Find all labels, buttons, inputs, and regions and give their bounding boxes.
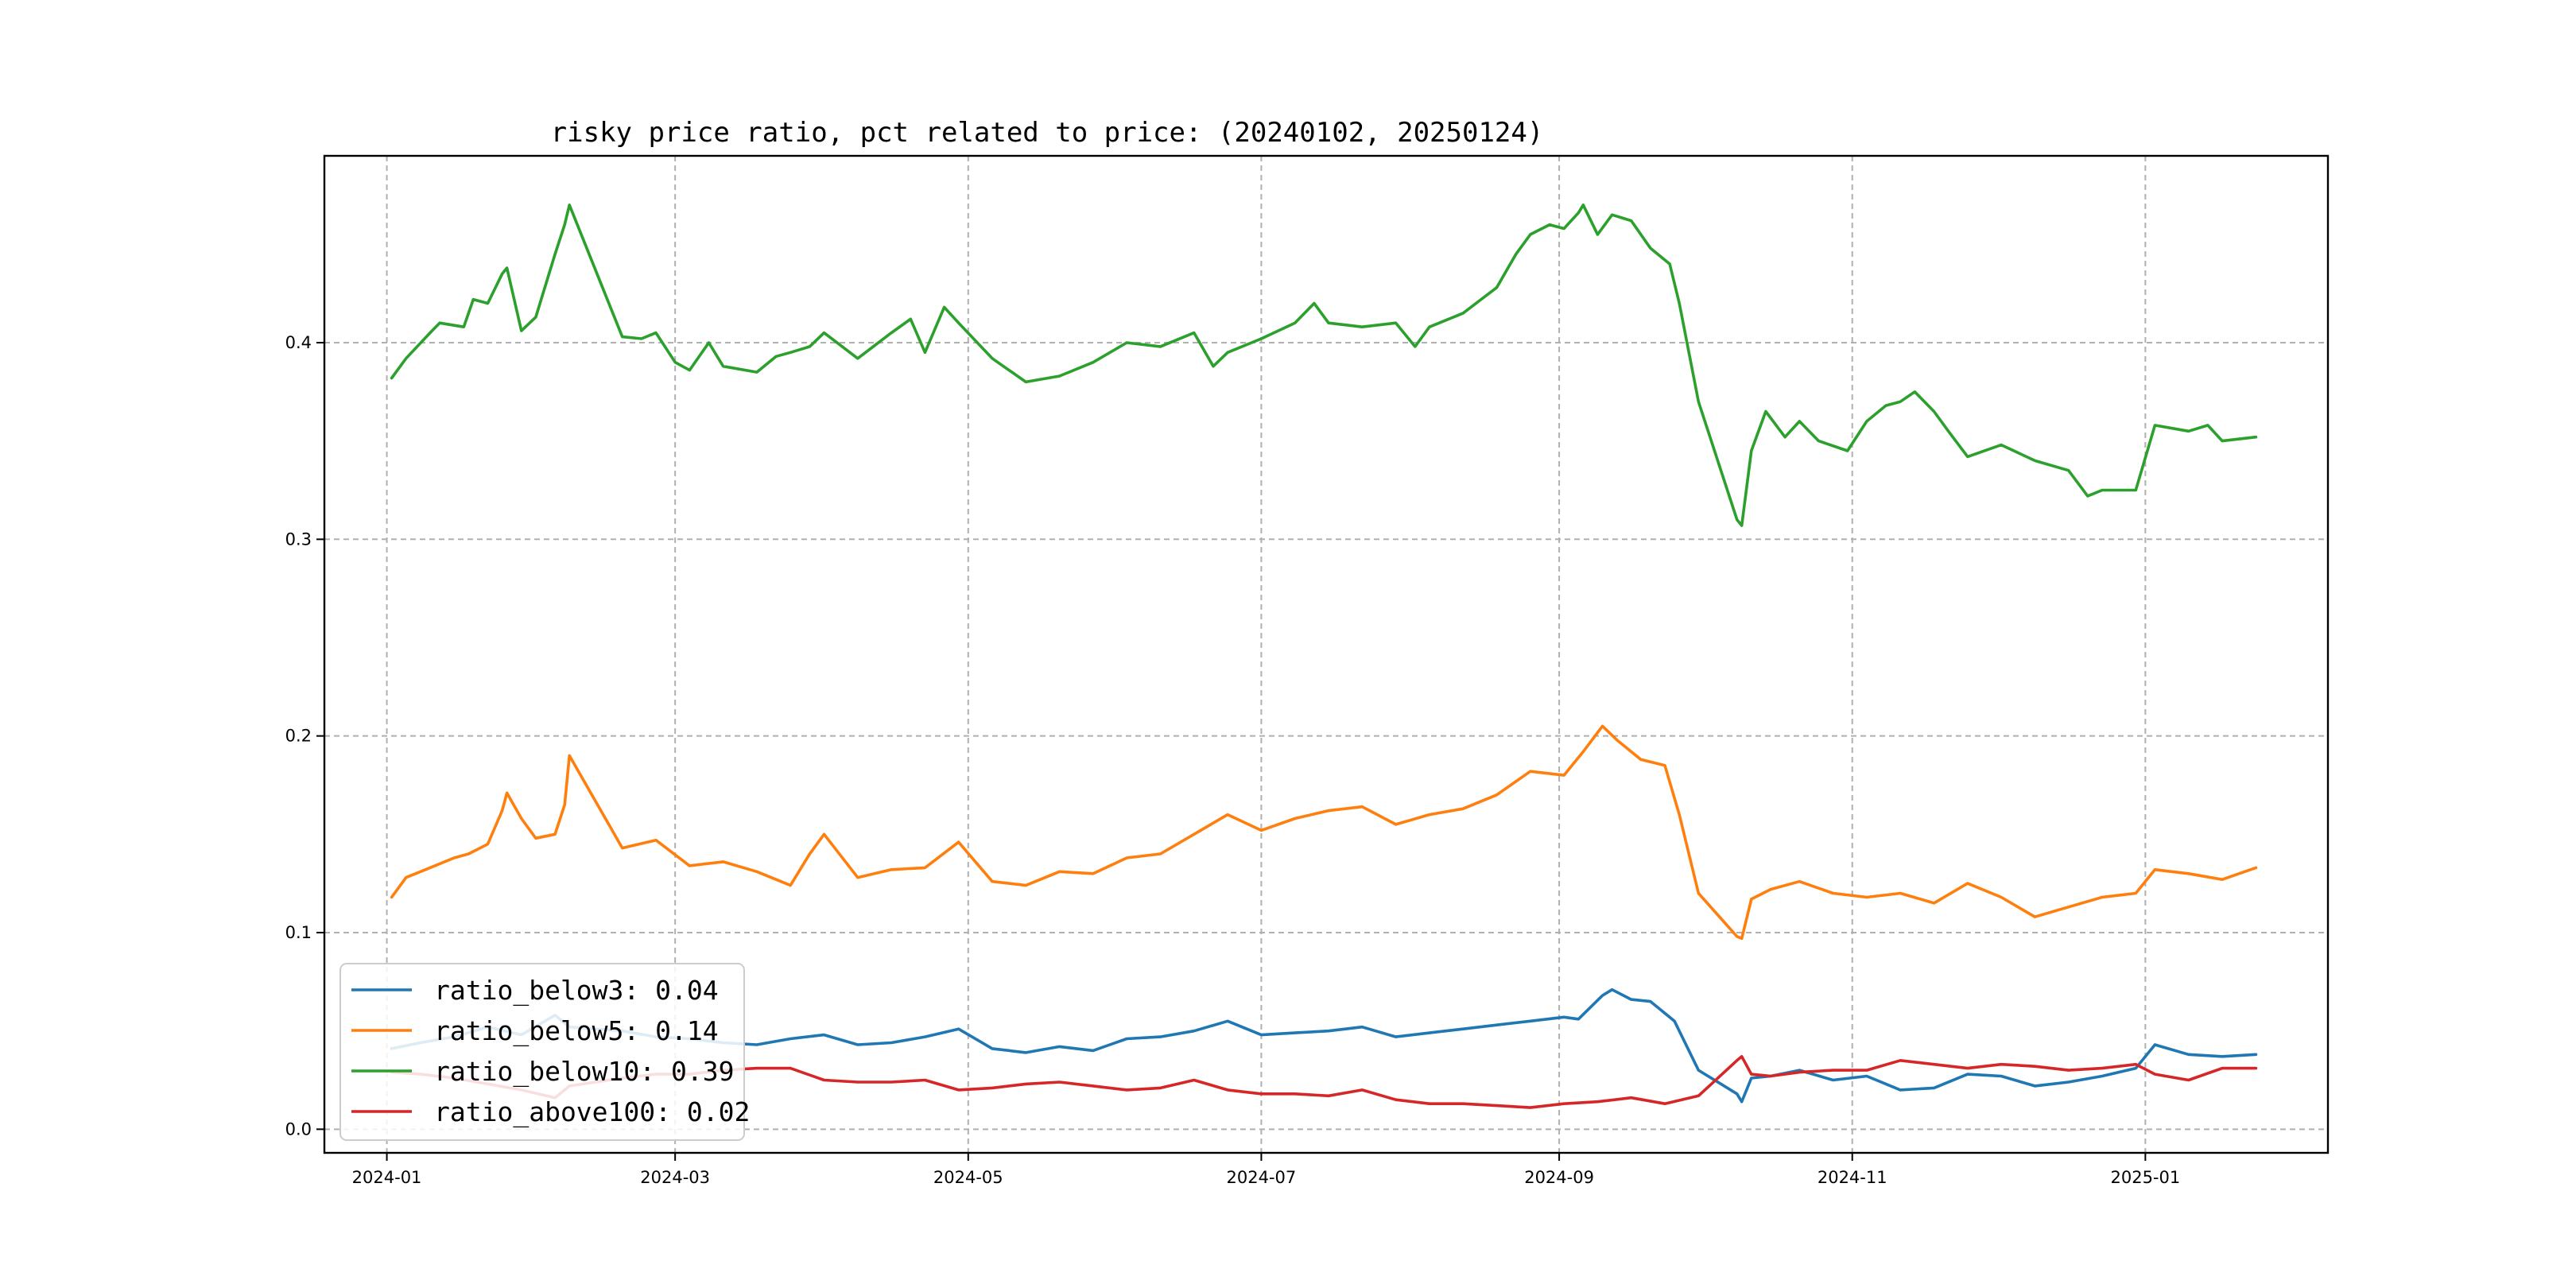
x-tick-label: 2024-11 bbox=[1818, 1168, 1887, 1187]
legend-box bbox=[339, 963, 745, 1141]
y-tick-label: 0.2 bbox=[285, 727, 312, 746]
y-tick-label: 0.1 bbox=[285, 923, 312, 942]
series-line-ratio-below5 bbox=[390, 724, 2258, 941]
legend: ratio_below3: 0.04 ratio_below5: 0.14 rati… bbox=[339, 963, 750, 1141]
y-tick-label: 0.0 bbox=[285, 1119, 312, 1139]
x-tick-label: 2024-05 bbox=[933, 1168, 1003, 1187]
plot-frame bbox=[323, 154, 2330, 1154]
y-tick-label: 0.4 bbox=[285, 333, 312, 352]
x-tick-label: 2024-07 bbox=[1227, 1168, 1297, 1187]
chart-title: risky price ratio, pct related to price:… bbox=[551, 117, 1544, 149]
y-tick-label: 0.3 bbox=[285, 530, 312, 549]
legend-label: ratio_above100: 0.02 bbox=[434, 1096, 750, 1128]
legend-label: ratio_below3: 0.04 bbox=[434, 975, 719, 1007]
x-tick-label: 2024-01 bbox=[352, 1168, 422, 1187]
tick-layer: 2024-01 2024-03 2024-05 2024-07 2024-09 2024-… bbox=[285, 333, 2181, 1187]
x-tick-label: 2024-03 bbox=[640, 1168, 710, 1187]
series-line-ratio-below10 bbox=[390, 203, 2258, 527]
legend-label: ratio_below10: 0.39 bbox=[434, 1056, 735, 1088]
legend-label: ratio_below5: 0.14 bbox=[434, 1015, 719, 1047]
x-tick-label: 2025-01 bbox=[2110, 1168, 2180, 1187]
x-tick-label: 2024-09 bbox=[1524, 1168, 1594, 1187]
